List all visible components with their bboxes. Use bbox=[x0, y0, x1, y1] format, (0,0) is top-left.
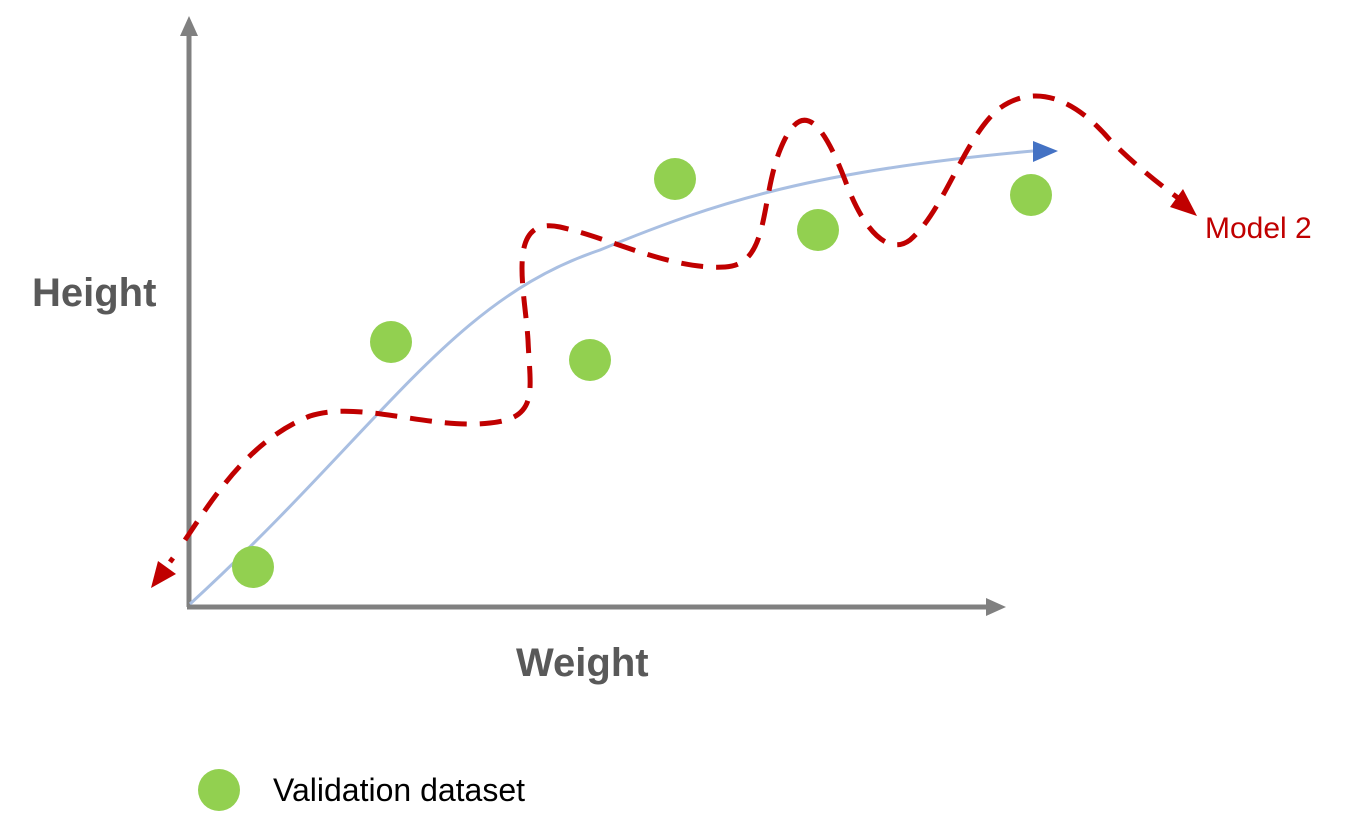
data-point bbox=[654, 158, 696, 200]
data-point bbox=[797, 209, 839, 251]
legend-label: Validation dataset bbox=[273, 772, 525, 808]
green-circle-icon bbox=[198, 769, 240, 811]
red-arrowhead-end-icon bbox=[1170, 189, 1197, 216]
data-point bbox=[569, 339, 611, 381]
legend: Validation dataset bbox=[198, 769, 525, 811]
x-axis bbox=[187, 598, 1006, 616]
model-2-label: Model 2 bbox=[1205, 212, 1312, 245]
data-point bbox=[1010, 174, 1052, 216]
smooth-fit-curve bbox=[188, 141, 1058, 606]
x-axis-label: Weight bbox=[516, 641, 649, 685]
data-point bbox=[232, 546, 274, 588]
y-axis bbox=[180, 16, 198, 607]
blue-arrowhead-icon bbox=[1033, 141, 1058, 162]
data-point bbox=[370, 321, 412, 363]
y-axis-label: Height bbox=[32, 271, 156, 315]
overfit-model-curve bbox=[151, 93, 1197, 588]
red-arrowhead-start-icon bbox=[151, 561, 176, 588]
y-axis-arrow-icon bbox=[180, 16, 198, 36]
x-axis-arrow-icon bbox=[986, 598, 1006, 616]
validation-points bbox=[232, 158, 1052, 588]
